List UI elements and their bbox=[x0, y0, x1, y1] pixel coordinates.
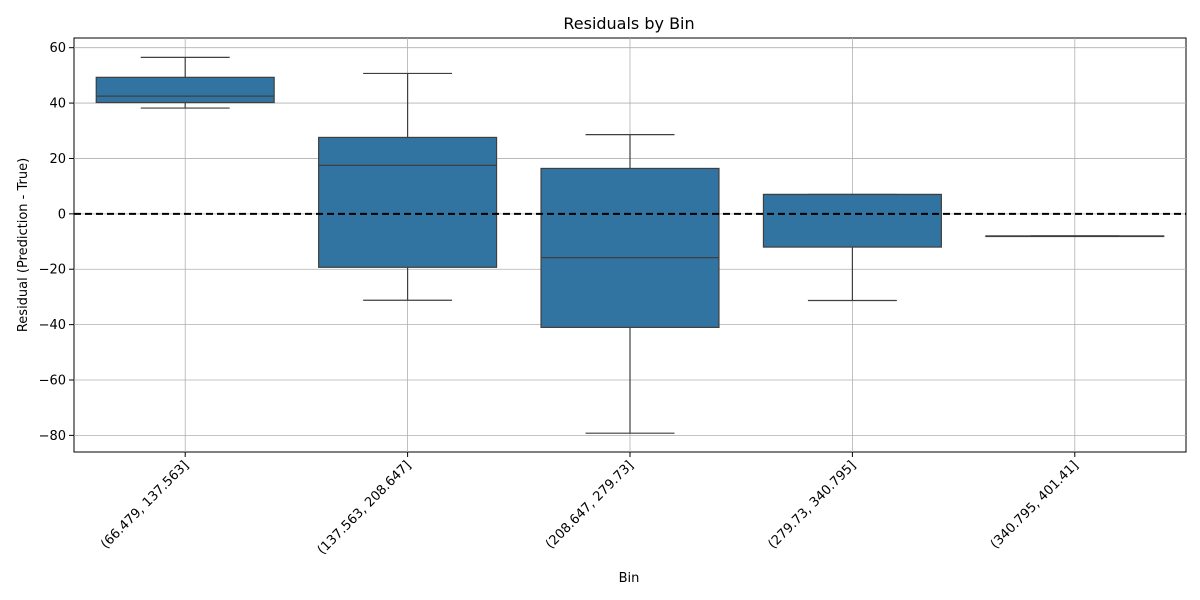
box-body bbox=[540, 167, 720, 328]
box-body bbox=[95, 76, 275, 104]
y-tick-label: −80 bbox=[39, 429, 66, 444]
x-tick-label: (279.73, 340.795] bbox=[765, 458, 859, 552]
x-axis-ticks: (66.479, 137.563] (137.563, 208.647] (208.… bbox=[98, 452, 1082, 558]
x-tick-label: (66.479, 137.563] bbox=[98, 458, 192, 552]
box-body bbox=[762, 193, 942, 248]
box-1 bbox=[95, 56, 275, 109]
chart-title: Residuals by Bin bbox=[563, 14, 694, 33]
y-tick-label: 40 bbox=[49, 97, 66, 112]
y-tick-label: 0 bbox=[58, 207, 66, 222]
x-tick-label: (340.795, 401.41] bbox=[988, 458, 1082, 552]
y-tick-label: −40 bbox=[39, 318, 66, 333]
y-axis-label: Residual (Prediction - True) bbox=[16, 158, 31, 332]
x-axis-label: Bin bbox=[619, 571, 640, 586]
box-body bbox=[318, 136, 498, 268]
y-tick-label: −20 bbox=[39, 263, 66, 278]
x-tick-label: (137.563, 208.647] bbox=[315, 458, 415, 558]
y-tick-label: 60 bbox=[49, 41, 66, 56]
box-5 bbox=[985, 235, 1165, 238]
box-4 bbox=[762, 193, 942, 302]
y-axis-ticks: −80 −60 −40 −20 0 20 40 60 bbox=[39, 41, 74, 444]
x-tick-label: (208.647, 279.73] bbox=[543, 458, 637, 552]
box-3 bbox=[540, 134, 720, 434]
box-2 bbox=[318, 72, 498, 301]
grid-lines bbox=[74, 38, 1186, 452]
box-series bbox=[95, 56, 1165, 434]
y-tick-label: −60 bbox=[39, 374, 66, 389]
y-tick-label: 20 bbox=[49, 152, 66, 167]
